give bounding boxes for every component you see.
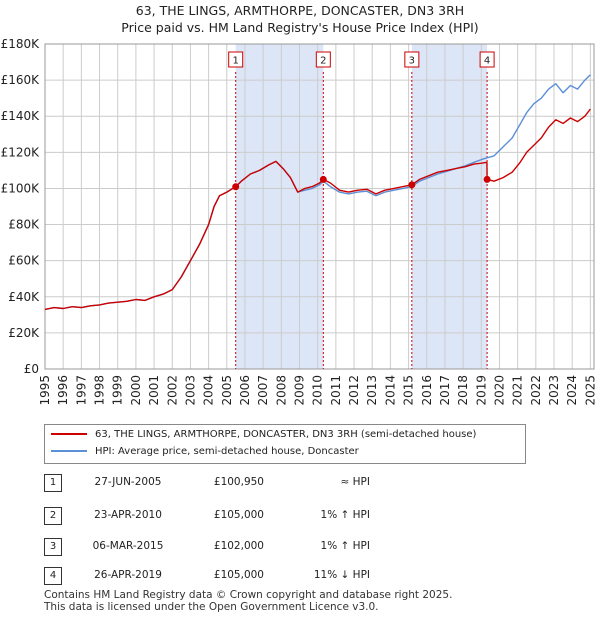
sale-label: 2: [320, 56, 326, 67]
x-tick-label: 2021: [511, 375, 525, 406]
legend-swatch-hpi: [51, 450, 87, 452]
x-tick-label: 2011: [329, 375, 343, 406]
y-tick-label: £100K: [1, 181, 41, 195]
x-tick-label: 2003: [183, 375, 197, 406]
sale-label: 1: [233, 56, 239, 67]
sale-number-badge: 2: [44, 507, 62, 525]
y-tick-label: £120K: [1, 145, 41, 159]
legend-label-hpi: HPI: Average price, semi-detached house,…: [95, 446, 359, 457]
legend-label-property: 63, THE LINGS, ARMTHORPE, DONCASTER, DN3…: [95, 429, 477, 440]
licence-notice: This data is licensed under the Open Gov…: [44, 601, 379, 613]
sale-price: £105,000: [213, 569, 264, 581]
copyright-notice: Contains HM Land Registry data © Crown c…: [44, 589, 453, 601]
x-tick-label: 2020: [492, 375, 506, 406]
x-tick-label: 2016: [420, 375, 434, 406]
legend-item-hpi: HPI: Average price, semi-detached house,…: [51, 444, 359, 460]
sale-date: 06-MAR-2015: [92, 540, 164, 552]
x-tick-label: 2007: [256, 375, 270, 406]
sale-label-box: [228, 51, 244, 68]
x-tick-label: 2012: [347, 375, 361, 406]
y-tick-label: £40K: [8, 290, 40, 304]
x-tick-label: 1999: [111, 375, 125, 406]
chart-legend: 63, THE LINGS, ARMTHORPE, DONCASTER, DN3…: [44, 424, 526, 464]
price-chart: £0 £20K £40K £60K £80K £100K £120K £140K £160K £1…: [1, 37, 598, 406]
legend-swatch-property: [51, 433, 87, 435]
sale-date: 23-APR-2010: [94, 509, 162, 521]
x-tick-label: 1995: [38, 375, 52, 406]
sale-label: 4: [484, 56, 490, 67]
x-tick-label: 2000: [129, 375, 143, 406]
sale-number-badge: 3: [44, 538, 62, 556]
sale-price: £100,950: [213, 476, 264, 488]
x-tick-label: 2015: [402, 375, 416, 406]
x-tick-label: 2017: [438, 375, 452, 406]
sale-number-badge: 1: [44, 474, 62, 492]
sale-label: 3: [409, 56, 415, 67]
x-tick-label: 2014: [383, 375, 397, 406]
y-tick-label: £80K: [8, 218, 40, 232]
y-tick-label: £180K: [1, 37, 41, 51]
x-tick-label: 2002: [165, 375, 179, 406]
sale-date: 26-APR-2019: [94, 569, 162, 581]
sale-hpi-comparison: ≈ HPI: [340, 476, 370, 488]
plot-border: [44, 43, 595, 370]
x-tick-label: 2022: [529, 375, 543, 406]
sale-row: 4 26-APR-2019 £105,000 11% ↓ HPI: [44, 567, 564, 585]
sale-point: [232, 183, 240, 191]
x-tick-label: 2005: [220, 375, 234, 406]
y-tick-label: £160K: [1, 73, 41, 87]
sale-label-box: [479, 51, 495, 68]
x-tick-label: 2010: [311, 375, 325, 406]
y-tick-label: £20K: [8, 326, 40, 340]
x-tick-label: 2025: [583, 375, 597, 406]
sale-point: [408, 181, 416, 189]
sale-date: 27-JUN-2005: [94, 476, 162, 488]
sale-price: £102,000: [213, 540, 264, 552]
x-tick-label: 2024: [565, 375, 579, 406]
sale-hpi-comparison: 1% ↑ HPI: [320, 540, 370, 552]
sale-price: £105,000: [213, 509, 264, 521]
sale-label-box: [315, 51, 331, 68]
chart-title: 63, THE LINGS, ARMTHORPE, DONCASTER, DN3…: [135, 3, 465, 18]
sale-hpi-comparison: 1% ↑ HPI: [320, 509, 370, 521]
x-tick-label: 2008: [274, 375, 288, 406]
sale-hpi-comparison: 11% ↓ HPI: [313, 569, 370, 581]
x-tick-label: 2001: [147, 375, 161, 406]
y-tick-label: £60K: [8, 254, 40, 268]
chart-subtitle: Price paid vs. HM Land Registry's House …: [121, 20, 479, 35]
ownership-period-shade: [411, 44, 488, 369]
y-tick-label: £0: [24, 362, 39, 376]
sale-row: 1 27-JUN-2005 £100,950 ≈ HPI: [44, 474, 564, 492]
y-tick-label: £140K: [1, 109, 41, 123]
sale-row: 2 23-APR-2010 £105,000 1% ↑ HPI: [44, 507, 564, 525]
sale-number-badge: 4: [44, 567, 62, 585]
sale-point: [319, 175, 327, 183]
x-tick-label: 2006: [238, 375, 252, 406]
x-tick-label: 2019: [474, 375, 488, 406]
x-tick-label: 2023: [547, 375, 561, 406]
x-tick-label: 2004: [202, 375, 216, 406]
x-tick-label: 2018: [456, 375, 470, 406]
x-tick-label: 1997: [74, 375, 88, 406]
x-tick-label: 1998: [93, 375, 107, 406]
sale-label-box: [404, 51, 420, 68]
sale-point: [483, 175, 491, 183]
ownership-period-shade: [235, 44, 324, 369]
x-tick-label: 2009: [293, 375, 307, 406]
legend-item-property: 63, THE LINGS, ARMTHORPE, DONCASTER, DN3…: [51, 427, 476, 443]
x-tick-label: 2013: [365, 375, 379, 406]
x-tick-label: 1996: [56, 375, 70, 406]
sale-row: 3 06-MAR-2015 £102,000 1% ↑ HPI: [44, 538, 564, 556]
